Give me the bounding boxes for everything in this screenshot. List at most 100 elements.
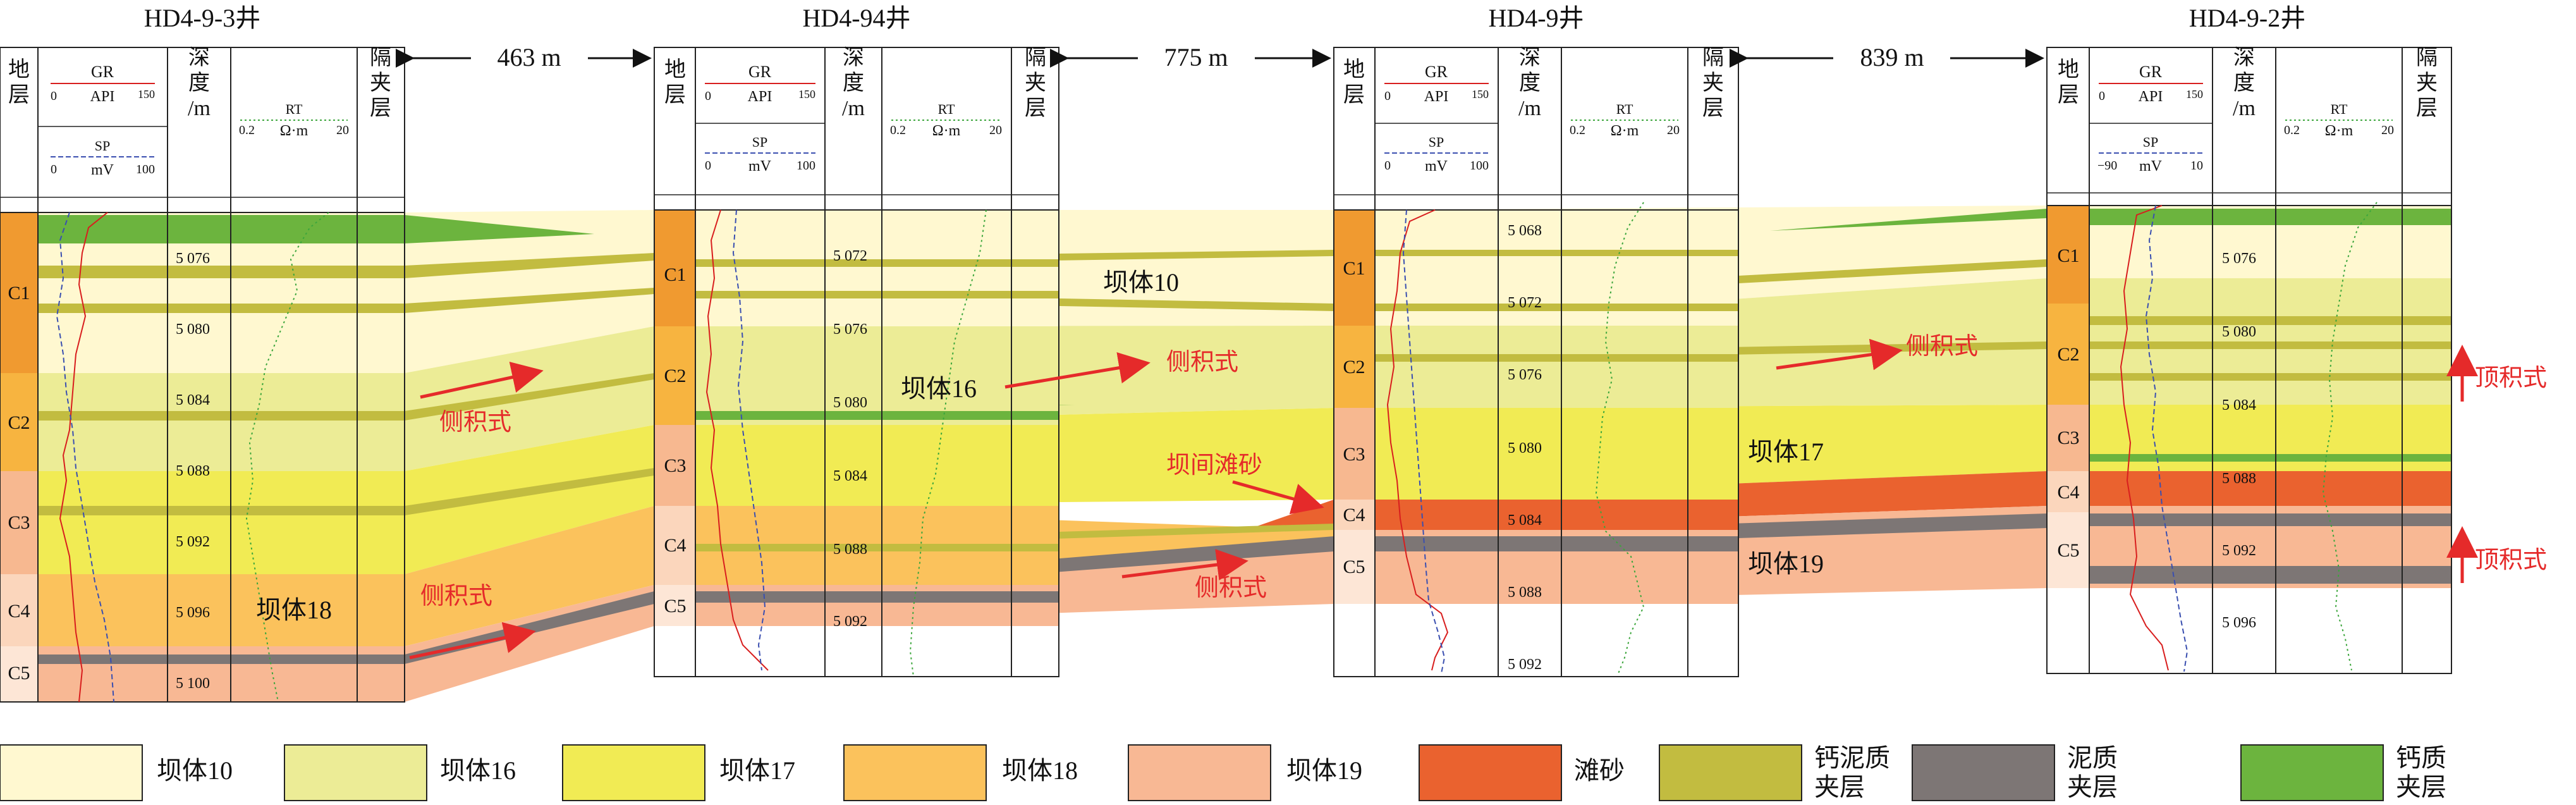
zone-label: C5 <box>8 663 30 684</box>
depth-tick: 5 084 <box>1508 512 1542 529</box>
depth-tick: 5 088 <box>1508 584 1542 601</box>
sp-label: SP <box>752 134 767 150</box>
gr-scale-max: 150 <box>1472 88 1489 101</box>
zone-labels: C1 C2 C3 C4 C5 <box>1343 258 1365 577</box>
zone-label: C1 <box>1343 258 1365 279</box>
sp-scale-min: 0 <box>705 159 711 173</box>
depth-ticks: 5 076 5 080 5 084 5 088 5 092 5 096 <box>2222 250 2256 631</box>
interlayer-header: 隔夹层 <box>2416 46 2438 120</box>
rt-scale-unit: Ω·m <box>1611 123 1639 139</box>
lens-olive-a1 <box>405 253 654 278</box>
sp-curve <box>56 212 114 703</box>
sp-label: SP <box>2143 134 2158 150</box>
sp-label: SP <box>1429 134 1444 150</box>
label-lateral-5: 侧积式 <box>1906 333 1978 360</box>
legend-item-body10: 坝体10 <box>0 744 233 801</box>
depth-header: 深度/m <box>842 46 865 120</box>
depth-tick: 5 096 <box>176 605 210 621</box>
depth-tick: 5 080 <box>1508 440 1542 457</box>
gr-scale-max: 150 <box>138 88 155 101</box>
legend-item-beach: 滩砂 <box>1419 744 1625 801</box>
depth-ticks: 5 072 5 076 5 080 5 084 5 088 5 092 <box>833 248 867 630</box>
arrow-lateral-1 <box>420 362 544 399</box>
distance-markers: 463 m 775 m 839 m <box>396 43 2044 73</box>
label-lateral-4: 侧积式 <box>1195 575 1267 601</box>
strat-header: 地层 <box>664 58 686 107</box>
well-name: HD4-9-2井 <box>2189 4 2305 32</box>
depth-tick: 5 076 <box>833 321 867 338</box>
distance-label: 839 m <box>1860 43 1924 71</box>
distance-1: 463 m <box>396 43 652 73</box>
depth-tick: 5 076 <box>1508 367 1542 383</box>
depth-tick: 5 096 <box>2222 615 2256 631</box>
sp-scale-unit: mV <box>748 158 772 175</box>
lens-olive-a4 <box>405 468 654 515</box>
rt-scale-unit: Ω·m <box>280 123 308 139</box>
annotations: 坝体10 坝体16 坝体17 坝体18 坝体19 侧积式 侧积式 侧积式 侧积式… <box>256 268 2547 660</box>
rt-scale-min: 0.2 <box>2284 123 2300 137</box>
legend-label: 坝体19 <box>1286 756 1362 785</box>
rt-label: RT <box>1616 101 1633 117</box>
label-top-accretion-2: 顶积式 <box>2475 547 2547 574</box>
legend-label: 坝体10 <box>157 756 233 785</box>
gr-scale-min: 0 <box>705 89 711 103</box>
strat-header: 地层 <box>1343 58 1365 107</box>
arrow-interbar-beach <box>1232 480 1324 515</box>
label-body17: 坝体17 <box>1748 438 1824 466</box>
well-track-fill <box>654 210 1059 677</box>
zone-label: C2 <box>664 366 686 386</box>
zone-column <box>1334 210 1375 604</box>
legend-item-body16: 坝体16 <box>284 744 516 801</box>
rt-scale-max: 20 <box>1667 123 1680 137</box>
zone-label: C3 <box>1343 444 1365 465</box>
rt-curve <box>2322 202 2378 671</box>
gr-scale-max: 150 <box>2186 88 2203 101</box>
depth-tick: 5 072 <box>833 248 867 264</box>
lens-green-a <box>405 215 594 243</box>
sp-scale-max: 100 <box>797 159 815 173</box>
gr-scale-min: 0 <box>51 89 57 103</box>
legend-label-2line: 泥质夹层 <box>2067 744 2118 801</box>
zone-label: C3 <box>8 512 30 533</box>
gr-curve <box>1386 209 1449 671</box>
sp-curve <box>1402 209 1446 674</box>
zone-label: C1 <box>8 283 30 304</box>
legend-item-body17: 坝体17 <box>562 744 795 801</box>
sp-label: SP <box>95 138 110 154</box>
rt-label: RT <box>286 101 303 117</box>
well-header-box <box>0 47 405 703</box>
arrow-lateral-5 <box>1776 338 1903 371</box>
legend-label-2line: 钙质夹层 <box>2396 744 2446 801</box>
sp-curve <box>732 209 766 671</box>
sp-scale-unit: mV <box>2139 158 2163 175</box>
depth-tick: 5 092 <box>1508 656 1542 673</box>
lens-green-c <box>1770 209 2047 231</box>
gr-scale-unit: API <box>90 89 115 105</box>
legend-label: 坝体16 <box>440 756 516 785</box>
rt-scale-max: 20 <box>2381 123 2394 137</box>
well-name: HD4-9井 <box>1488 4 1584 32</box>
zone-label: C5 <box>1343 556 1365 577</box>
log-curves <box>1386 202 1645 674</box>
depth-tick: 5 092 <box>176 534 210 550</box>
lens-olive-a2 <box>405 288 654 313</box>
distance-2: 775 m <box>1050 43 1331 73</box>
arrow-lateral-2 <box>409 622 536 660</box>
rt-scale-min: 0.2 <box>1570 123 1585 137</box>
rt-curve <box>1595 202 1645 674</box>
zone-label: C3 <box>2057 427 2079 448</box>
rt-label: RT <box>2331 101 2348 117</box>
log-curves <box>2120 202 2378 672</box>
legend: 坝体10 坝体16 坝体17 坝体18 坝体19 滩砂 钙泥质夹层 泥质夹层 <box>0 744 2446 801</box>
depth-tick: 5 088 <box>833 541 867 558</box>
legend-item-body19: 坝体19 <box>1128 744 1362 801</box>
label-interbar-beach: 坝间滩砂 <box>1166 452 1262 479</box>
distance-label: 775 m <box>1164 43 1228 71</box>
zone-label: C1 <box>2057 245 2079 266</box>
sp-scale-max: 100 <box>1470 159 1489 173</box>
band-body18-a <box>405 506 654 646</box>
rt-curve <box>245 212 329 703</box>
rt-label: RT <box>938 101 955 117</box>
band-body10-a <box>405 210 654 373</box>
rt-scale-min: 0.2 <box>890 123 906 137</box>
